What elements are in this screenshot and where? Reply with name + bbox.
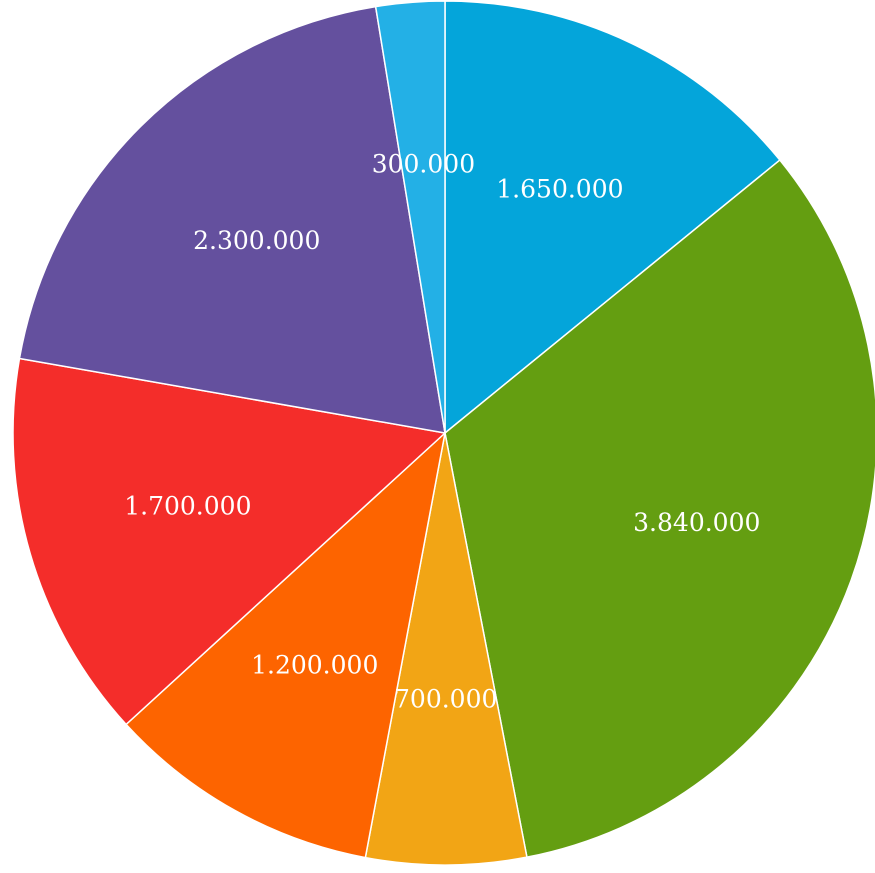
pie-slice-label-5: 2.300.000 — [193, 226, 320, 255]
pie-slice-4[interactable] — [12, 357, 447, 726]
pie-slice-6[interactable] — [374, 0, 446, 434]
pie-slice-label-0: 1.650.000 — [496, 175, 623, 204]
pie-slice-2[interactable] — [364, 432, 528, 866]
pie-slice-3[interactable] — [125, 430, 447, 859]
pie-slice-5[interactable] — [18, 5, 446, 434]
pie-slice-label-6: 300.000 — [372, 150, 475, 179]
pie-slice-label-4: 1.700.000 — [124, 491, 251, 520]
pie-slices — [12, 0, 875, 866]
pie-slice-0[interactable] — [444, 0, 781, 435]
pie-slice-label-3: 1.200.000 — [251, 651, 378, 680]
pie-slice-label-1: 3.840.000 — [633, 508, 760, 537]
pie-slice-label-2: 700.000 — [394, 684, 497, 713]
pie-labels: 1.650.000 3.840.000 700.000 1.200.000 1.700.… — [124, 150, 760, 714]
pie-slice-1[interactable] — [444, 158, 875, 859]
